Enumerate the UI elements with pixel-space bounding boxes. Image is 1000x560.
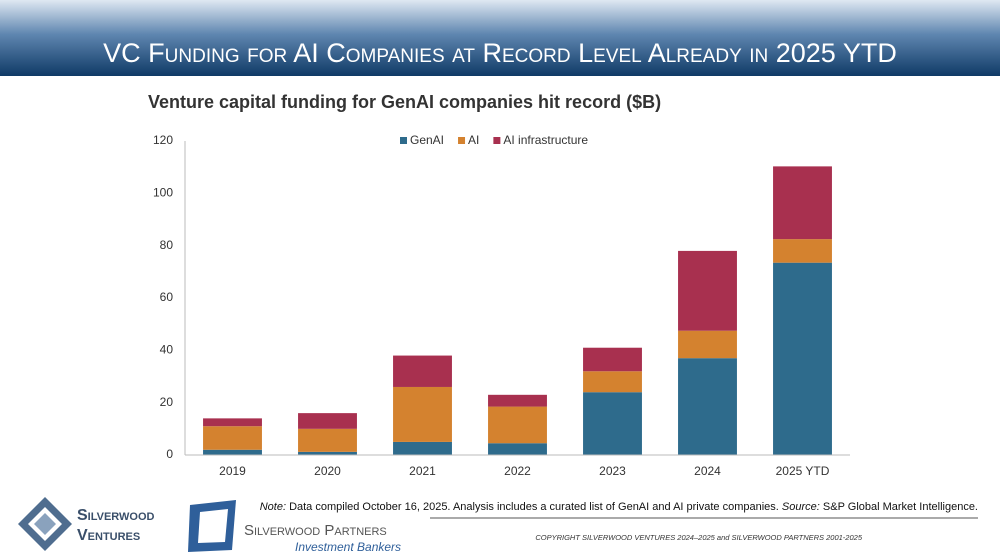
source-text: S&P Global Market Intelligence. (823, 501, 978, 513)
x-tick-label: 2022 (504, 464, 531, 478)
y-tick-label: 80 (160, 238, 174, 252)
x-tick-label: 2024 (694, 464, 721, 478)
x-tick-label: 2023 (599, 464, 626, 478)
source-label: Source: (782, 501, 820, 513)
bar-segment (773, 262, 832, 455)
bar-segment (298, 413, 357, 429)
bar-segment (203, 418, 262, 427)
bar-segment (678, 358, 737, 455)
x-tick-label: 2025 YTD (776, 464, 830, 478)
note-text: Data compiled October 16, 2025. Analysis… (289, 501, 779, 513)
bar-segment (203, 426, 262, 450)
bar-segment (678, 250, 737, 331)
bar-segment (203, 449, 262, 455)
chart-title: Venture capital funding for GenAI compan… (148, 92, 661, 112)
bar-segment (393, 355, 452, 387)
bar-segment (393, 386, 452, 442)
x-tick-label: 2019 (219, 464, 246, 478)
bar-segment (488, 394, 547, 407)
legend-swatch (458, 137, 466, 144)
ventures-name-2: Ventures (77, 527, 140, 544)
x-tick-label: 2020 (314, 464, 341, 478)
bar-segment (393, 441, 452, 455)
y-tick-label: 40 (160, 343, 174, 357)
y-tick-label: 60 (160, 290, 174, 304)
partners-name: Silverwood Partners (244, 522, 387, 539)
bar-segment (488, 406, 547, 444)
legend-label: AI (468, 133, 479, 147)
legend-swatch (400, 137, 407, 144)
bar-segment (678, 330, 737, 359)
x-tick-label: 2021 (409, 464, 436, 478)
ventures-name: Silverwood (77, 507, 155, 524)
header-band (0, 0, 1000, 76)
slide-title: VC Funding for AI Companies at Record Le… (103, 38, 897, 68)
legend-label: AI infrastructure (503, 133, 588, 147)
bar-segment (298, 451, 357, 455)
bar-segment (583, 347, 642, 372)
y-tick-label: 100 (153, 186, 173, 200)
copyright: COPYRIGHT SILVERWOOD VENTURES 2024–2025 … (535, 533, 862, 542)
legend-label: GenAI (410, 133, 444, 147)
ventures-logo: Silverwood Ventures (18, 497, 155, 551)
legend-swatch (493, 137, 501, 144)
note-label: Note: (260, 501, 286, 513)
y-tick-label: 0 (166, 447, 173, 461)
partners-sub: Investment Bankers (295, 540, 401, 554)
bar-segment (583, 392, 642, 455)
bar-segment (773, 166, 832, 240)
bar-segment (298, 428, 357, 452)
y-tick-label: 120 (153, 133, 173, 147)
bar-segment (488, 443, 547, 455)
note: Note: Data compiled October 16, 2025. An… (260, 501, 978, 513)
bar-segment (583, 371, 642, 393)
partners-logo: Silverwood Partners Investment Bankers (188, 500, 401, 554)
y-tick-label: 20 (160, 395, 174, 409)
bar-segment (773, 239, 832, 263)
